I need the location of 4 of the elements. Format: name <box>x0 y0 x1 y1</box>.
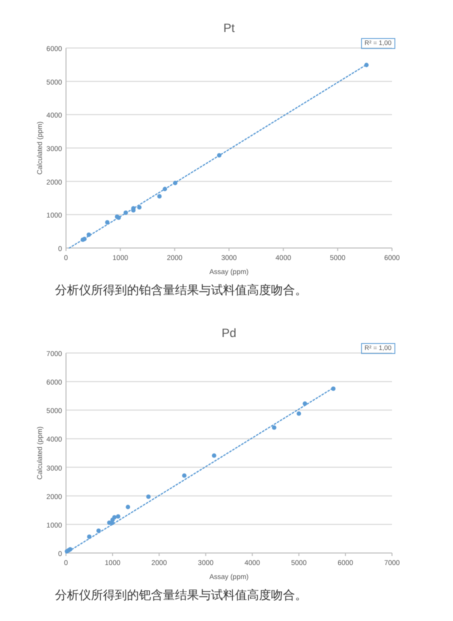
text: 分析仪所得到的铂含量结果与试料值高度吻合。 <box>55 283 307 297</box>
chart-title: Pd <box>222 326 236 340</box>
text: 分析仪所得到的钯含量结果与试料值高度吻合。 <box>55 588 307 602</box>
chart-title: Pt <box>223 21 236 35</box>
